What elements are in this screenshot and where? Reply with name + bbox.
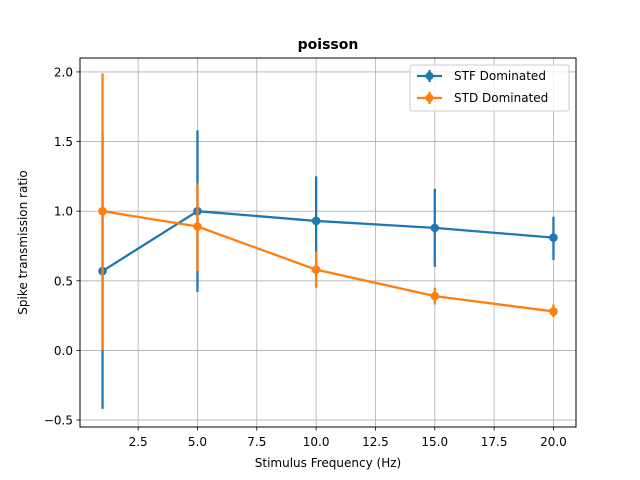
y-tick-label: 2.0 bbox=[54, 65, 73, 79]
data-point bbox=[430, 291, 440, 301]
grid bbox=[80, 58, 576, 427]
x-tick-label: 12.5 bbox=[362, 435, 389, 449]
legend-entry-stf: STF Dominated bbox=[417, 69, 546, 83]
legend-label-std: STD Dominated bbox=[454, 91, 548, 105]
x-axis-label: Stimulus Frequency (Hz) bbox=[255, 456, 401, 470]
legend-box bbox=[409, 64, 570, 112]
data-point bbox=[98, 206, 107, 216]
legend-label-stf: STF Dominated bbox=[454, 69, 546, 83]
y-tick-label: 1.5 bbox=[54, 135, 73, 149]
legend-swatch-stf-marker bbox=[425, 72, 434, 80]
data-point bbox=[311, 216, 321, 226]
x-tick-label: 20.0 bbox=[540, 435, 567, 449]
x-tick-label: 17.5 bbox=[481, 435, 508, 449]
y-axis: −0.5 0.0 0.5 1.0 1.5 2.0 bbox=[44, 65, 80, 428]
data-point bbox=[549, 307, 558, 316]
series-line bbox=[102, 210, 554, 313]
chart-title: poisson bbox=[298, 37, 359, 53]
y-tick-label: 1.0 bbox=[54, 205, 73, 219]
legend-entry-std: STD Dominated bbox=[417, 91, 548, 105]
series-std bbox=[98, 73, 558, 351]
legend-swatch-std-marker bbox=[425, 94, 434, 102]
y-tick-label: −0.5 bbox=[44, 414, 73, 428]
x-tick-label: 2.5 bbox=[129, 435, 148, 449]
data-point bbox=[311, 265, 321, 274]
x-axis: 2.5 5.0 7.5 10.0 12.5 15.0 17.5 20.0 bbox=[129, 427, 567, 449]
plot-frame bbox=[79, 57, 577, 428]
x-tick-label: 10.0 bbox=[303, 435, 330, 449]
y-tick-label: 0.5 bbox=[54, 274, 73, 288]
series-stf bbox=[98, 130, 558, 409]
legend: STF Dominated STD Dominated bbox=[409, 64, 570, 112]
x-tick-label: 7.5 bbox=[247, 435, 266, 449]
data-point bbox=[193, 222, 202, 231]
data-point bbox=[549, 233, 558, 242]
y-tick-label: 0.0 bbox=[54, 344, 73, 358]
series-layer bbox=[98, 73, 558, 409]
x-tick-label: 15.0 bbox=[421, 435, 448, 449]
x-tick-label: 5.0 bbox=[188, 435, 207, 449]
series-line bbox=[101, 210, 554, 273]
y-axis-label: Spike transmission ratio bbox=[16, 170, 30, 314]
data-point bbox=[430, 223, 440, 233]
